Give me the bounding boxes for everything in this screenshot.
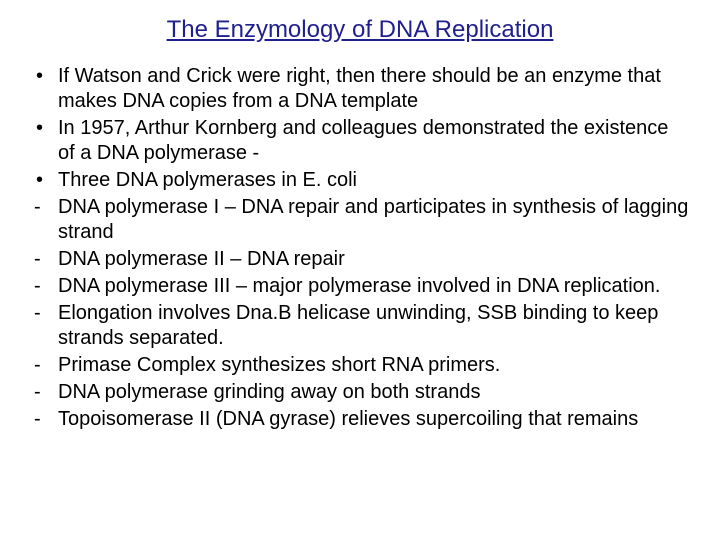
list-item-text: Three DNA polymerases in E. coli [58,169,357,191]
list-item: If Watson and Crick were right, then the… [30,64,690,114]
list-item: DNA polymerase III – major polymerase in… [30,274,690,299]
list-item: Elongation involves Dna.B helicase unwin… [30,301,690,351]
list-item: Three DNA polymerases in E. coli [30,168,690,193]
list-item: Primase Complex synthesizes short RNA pr… [30,353,690,378]
list-item: Topoisomerase II (DNA gyrase) relieves s… [30,407,690,432]
bullet-list: If Watson and Crick were right, then the… [30,64,690,432]
list-item: DNA polymerase II – DNA repair [30,247,690,272]
list-item-text: Primase Complex synthesizes short RNA pr… [58,354,500,376]
list-item: DNA polymerase grinding away on both str… [30,380,690,405]
list-item-text: Topoisomerase II (DNA gyrase) relieves s… [58,408,638,430]
list-item-text: DNA polymerase I – DNA repair and partic… [58,196,688,243]
list-item: In 1957, Arthur Kornberg and colleagues … [30,116,690,166]
list-item-text: Elongation involves Dna.B helicase unwin… [58,302,658,349]
list-item-text: In 1957, Arthur Kornberg and colleagues … [58,117,668,164]
list-item-text: If Watson and Crick were right, then the… [58,65,661,112]
slide-title: The Enzymology of DNA Replication [30,16,690,44]
list-item: DNA polymerase I – DNA repair and partic… [30,195,690,245]
list-item-text: DNA polymerase II – DNA repair [58,248,345,270]
list-item-text: DNA polymerase grinding away on both str… [58,381,480,403]
list-item-text: DNA polymerase III – major polymerase in… [58,275,660,297]
